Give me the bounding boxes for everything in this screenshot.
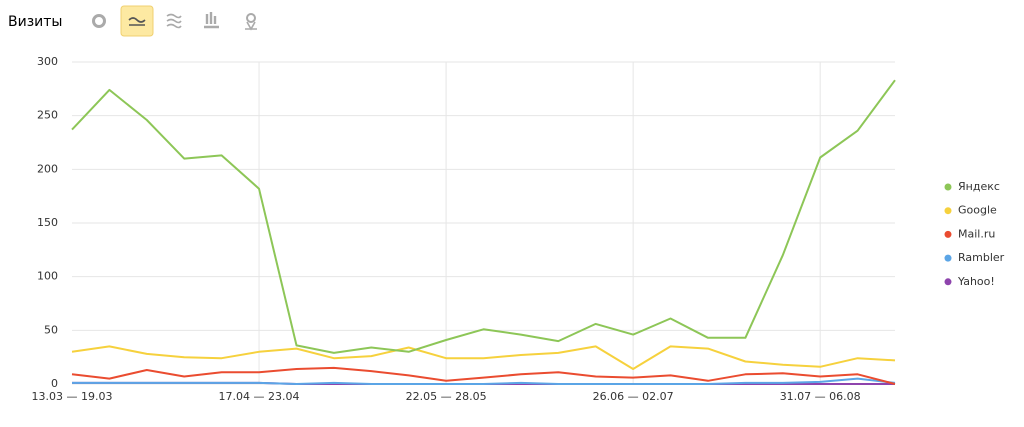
legend-label: Яндекс xyxy=(958,180,1000,193)
x-tick-label: 13.03 — 19.03 xyxy=(32,390,113,403)
series-line xyxy=(71,79,896,354)
legend-marker xyxy=(944,254,952,262)
series-line xyxy=(71,366,896,385)
x-tick-label: 22.05 — 28.05 xyxy=(406,390,487,403)
y-tick-label: 250 xyxy=(37,109,58,122)
y-tick-label: 200 xyxy=(37,162,58,175)
legend-marker xyxy=(944,230,952,238)
series-line xyxy=(71,345,896,370)
legend-marker xyxy=(944,278,952,286)
toolbar xyxy=(92,5,257,37)
y-tick-label: 150 xyxy=(37,216,58,229)
legend-label: Yahoo! xyxy=(957,275,995,288)
x-tick-label: 26.06 — 02.07 xyxy=(593,390,674,403)
map-mode-button[interactable] xyxy=(245,13,257,31)
line-mode-button[interactable] xyxy=(120,5,154,37)
series-line xyxy=(72,377,896,385)
legend-marker xyxy=(944,207,952,215)
y-tick-label: 0 xyxy=(51,377,58,390)
pie-mode-button[interactable] xyxy=(92,14,106,28)
legend-marker xyxy=(944,183,952,191)
area-mode-button[interactable] xyxy=(166,13,182,29)
y-tick-label: 100 xyxy=(37,270,58,283)
legend-label: Mail.ru xyxy=(958,227,995,240)
x-tick-label: 17.04 — 23.04 xyxy=(219,390,300,403)
chart-title: Визиты xyxy=(8,14,62,30)
x-tick-label: 31.07 — 06.08 xyxy=(780,390,861,403)
bar-mode-button[interactable] xyxy=(204,12,219,29)
legend-label: Rambler xyxy=(958,251,1005,264)
y-tick-label: 50 xyxy=(44,323,58,336)
legend-label: Google xyxy=(958,204,997,217)
y-tick-label: 300 xyxy=(37,55,58,68)
